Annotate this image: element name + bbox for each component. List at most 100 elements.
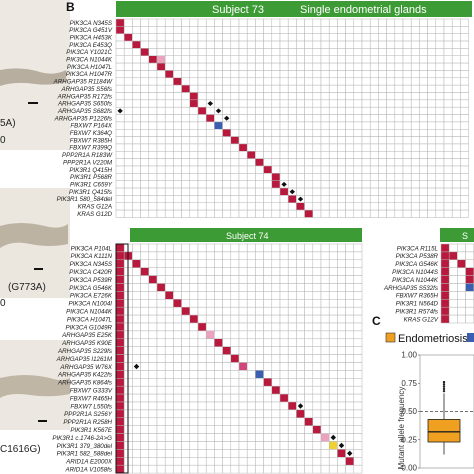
grid-cell bbox=[156, 18, 166, 27]
grid-cell bbox=[287, 55, 297, 64]
grid-cell bbox=[353, 425, 363, 434]
grid-cell bbox=[410, 84, 420, 93]
grid-cell bbox=[255, 362, 264, 371]
grid-cell bbox=[123, 48, 133, 57]
panel-a: 5A) 0 (G773A) 0 C1616G) bbox=[0, 0, 70, 455]
grid-cell bbox=[296, 322, 305, 332]
grid-cell bbox=[353, 291, 363, 300]
grid-cell bbox=[214, 180, 223, 189]
grid-cell bbox=[197, 314, 207, 324]
grid-cell bbox=[460, 151, 469, 159]
grid-cell bbox=[394, 48, 404, 57]
grid-cell bbox=[173, 338, 182, 347]
grid-cell bbox=[238, 417, 248, 426]
grid-cell bbox=[189, 84, 199, 93]
grid-cell bbox=[287, 40, 297, 49]
grid-cell bbox=[328, 378, 338, 387]
grid-cell bbox=[214, 121, 223, 130]
grid-cell bbox=[296, 464, 305, 474]
grid-cell bbox=[345, 99, 355, 108]
grid-cell bbox=[123, 70, 133, 79]
grid-cell bbox=[369, 165, 379, 174]
grid-cell bbox=[328, 299, 338, 308]
grid-cell bbox=[328, 362, 338, 371]
grid-cell bbox=[320, 425, 330, 434]
grid-cell bbox=[140, 48, 150, 57]
grid-cell bbox=[132, 346, 141, 355]
grid-cell bbox=[238, 362, 248, 371]
grid-cell bbox=[132, 129, 141, 137]
grid-cell bbox=[402, 77, 412, 86]
grid-cell bbox=[238, 322, 248, 332]
grid-cell bbox=[123, 55, 133, 64]
grid-cell bbox=[214, 165, 223, 174]
grid-cell bbox=[123, 151, 133, 159]
grid-cell bbox=[255, 457, 264, 466]
grid-cell bbox=[197, 62, 207, 71]
grid-cell bbox=[328, 346, 338, 355]
grid-cell bbox=[181, 338, 191, 347]
grid-cell bbox=[123, 121, 133, 130]
grid-cell bbox=[353, 121, 363, 130]
grid-cell bbox=[304, 26, 314, 34]
grid-cell bbox=[369, 99, 379, 108]
grid-cell bbox=[304, 362, 314, 371]
grid-cell bbox=[123, 114, 133, 123]
grid-cell bbox=[205, 401, 215, 411]
grid-cell bbox=[304, 306, 314, 316]
grid-cell bbox=[345, 409, 355, 419]
grid-cell bbox=[140, 40, 150, 49]
grid-cell bbox=[148, 299, 158, 308]
grid-cell bbox=[189, 385, 199, 395]
grid-cell bbox=[132, 202, 141, 211]
grid-cell bbox=[328, 18, 338, 27]
grid-cell bbox=[328, 99, 338, 108]
grid-cell bbox=[156, 425, 166, 434]
grid-cell bbox=[132, 464, 141, 474]
grid-cell bbox=[460, 70, 469, 79]
grid-cell bbox=[440, 275, 450, 284]
grid-cell bbox=[197, 370, 207, 379]
marker-diamond bbox=[207, 101, 213, 106]
grid-cell bbox=[214, 77, 223, 86]
grid-cell bbox=[246, 77, 256, 86]
grid-cell bbox=[296, 251, 305, 261]
grid-cell bbox=[238, 209, 248, 218]
grid-cell bbox=[140, 464, 150, 474]
gene-label: PIK3CA E726K bbox=[70, 293, 113, 300]
grid-cell bbox=[328, 151, 338, 159]
grid-cell bbox=[337, 401, 346, 411]
grid-cell bbox=[448, 251, 458, 261]
grid-cell bbox=[214, 48, 223, 57]
grid-cell bbox=[465, 251, 474, 261]
grid-cell bbox=[222, 99, 232, 108]
grid-cell bbox=[440, 259, 450, 268]
grid-cell bbox=[328, 457, 338, 466]
grid-cell bbox=[173, 362, 182, 371]
grid-cell bbox=[255, 84, 264, 93]
grid-cell bbox=[369, 26, 379, 34]
grid-cell bbox=[296, 267, 305, 276]
grid-cell bbox=[361, 187, 371, 196]
grid-cell bbox=[148, 33, 158, 42]
grid-cell bbox=[197, 330, 207, 340]
grid-cell bbox=[287, 62, 297, 71]
grid-cell bbox=[320, 143, 330, 152]
grid-cell bbox=[304, 151, 314, 159]
grid-cell bbox=[181, 92, 191, 101]
grid-cell bbox=[156, 449, 166, 458]
grid-cell bbox=[255, 314, 264, 324]
grid-cell bbox=[255, 306, 264, 316]
grid-cell bbox=[230, 464, 240, 474]
grid-cell bbox=[132, 409, 141, 419]
grid-cell bbox=[386, 99, 396, 108]
grid-cell bbox=[132, 251, 141, 261]
gene-label: PPP2R1A S256Y bbox=[64, 411, 113, 418]
grid-cell bbox=[181, 330, 191, 340]
grid-cell bbox=[140, 401, 150, 411]
grid-cell bbox=[296, 92, 305, 101]
grid-cell bbox=[271, 393, 281, 403]
grid-cell bbox=[279, 129, 289, 137]
grid-cell bbox=[304, 441, 314, 450]
